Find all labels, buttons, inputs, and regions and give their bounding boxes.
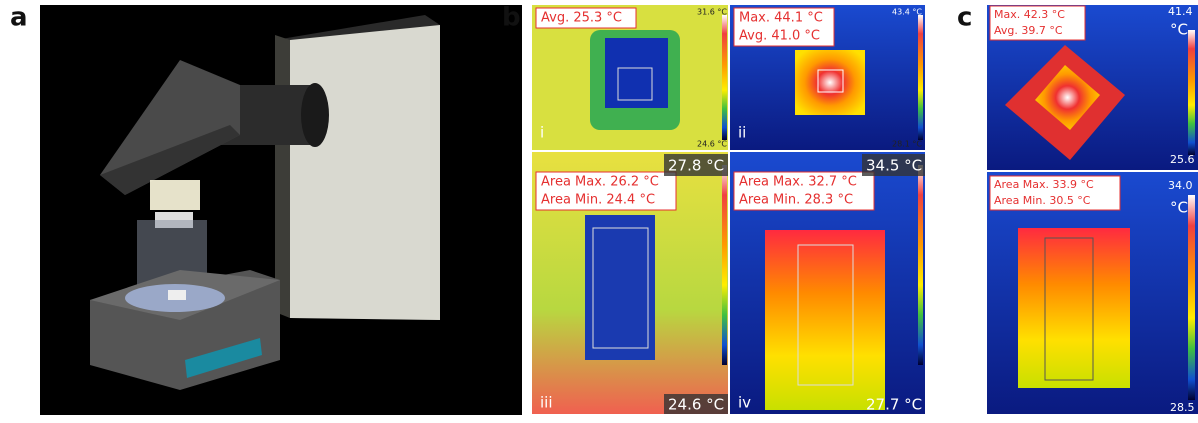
numeral: iii (540, 394, 553, 412)
reading: Area Min. 24.4 °C (541, 193, 655, 208)
scale-bottom: 24.6 °C (668, 396, 724, 414)
reading: Area Max. 32.7 °C (739, 175, 857, 190)
panel-label: a (10, 3, 28, 33)
reading: Area Max. 33.9 °C (994, 178, 1094, 191)
scale-top: 43.4 °C (892, 8, 922, 17)
numeral: i (540, 124, 544, 142)
unit: °C (1170, 21, 1188, 39)
figure: a b Avg. 25.3 °C 31.6 °C 24.6 °C i Max. … (0, 0, 1198, 419)
reading: Area Min. 30.5 °C (994, 194, 1091, 207)
reading: Area Min. 28.3 °C (739, 193, 853, 208)
reading: Avg. 39.7 °C (994, 24, 1063, 37)
scale-top: 34.0 (1168, 179, 1193, 192)
unit: °C (1170, 199, 1188, 217)
panel-label: b (502, 3, 521, 33)
numeral: iv (738, 394, 751, 412)
reading: Max. 42.3 °C (994, 8, 1065, 21)
scale-bottom: 24.6 °C (697, 140, 727, 149)
scale-bottom: 25.6 (1170, 153, 1195, 166)
panel-label: c (957, 3, 972, 33)
scale-top: 27.8 °C (668, 157, 724, 175)
scale-top: 31.6 °C (697, 8, 727, 17)
scale-bottom: 28.5 (1170, 401, 1195, 414)
apparatus-render (40, 5, 522, 415)
reading: Area Max. 26.2 °C (541, 175, 659, 190)
numeral: ii (738, 124, 746, 142)
reading: Avg. 41.0 °C (739, 29, 820, 44)
scale-bottom: 27.7 °C (866, 396, 922, 414)
scale-top: 41.4 (1168, 5, 1193, 18)
scale-bottom: 28.1 °C (892, 140, 922, 149)
scale-top: 34.5 °C (866, 157, 922, 175)
reading: Max. 44.1 °C (739, 11, 823, 26)
reading: Avg. 25.3 °C (541, 11, 622, 26)
